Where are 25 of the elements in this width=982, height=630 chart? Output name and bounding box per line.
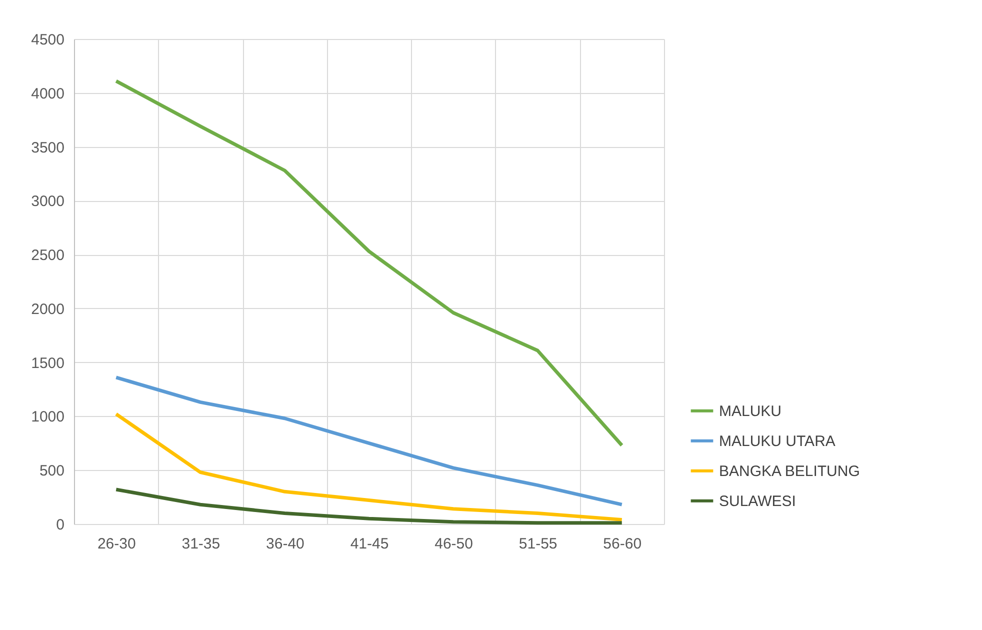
y-tick-label: 1500 [31,354,64,372]
y-tick-label: 3000 [31,193,64,210]
x-tick-label: 46-50 [434,536,473,552]
x-tick-label: 56-60 [603,536,642,552]
line-series [114,412,624,522]
line-series [114,488,624,525]
legend-label: MALUKU UTARA [719,432,836,450]
y-tick-label: 3500 [31,139,64,156]
line-series [114,79,624,448]
y-tick-label: 2000 [31,300,64,318]
line-series [114,376,624,506]
legend-label: BANGKA BELITUNG [719,462,860,480]
y-tick-label: 4000 [31,85,64,102]
x-tick-label: 26-30 [97,536,136,552]
y-tick-label: 500 [39,462,64,480]
x-tick-label: 51-55 [518,536,558,552]
x-tick-label: 41-45 [350,536,389,552]
y-tick-label: 1000 [31,408,64,426]
x-tick-label: 31-35 [182,536,220,552]
legend-label: SULAWESI [719,492,796,510]
y-tick-label: 0 [56,516,64,534]
legend-label: MALUKU [719,402,782,420]
y-tick-label: 4500 [31,32,64,48]
x-tick-label: 36-40 [266,536,304,552]
y-tick-label: 2500 [31,247,64,264]
